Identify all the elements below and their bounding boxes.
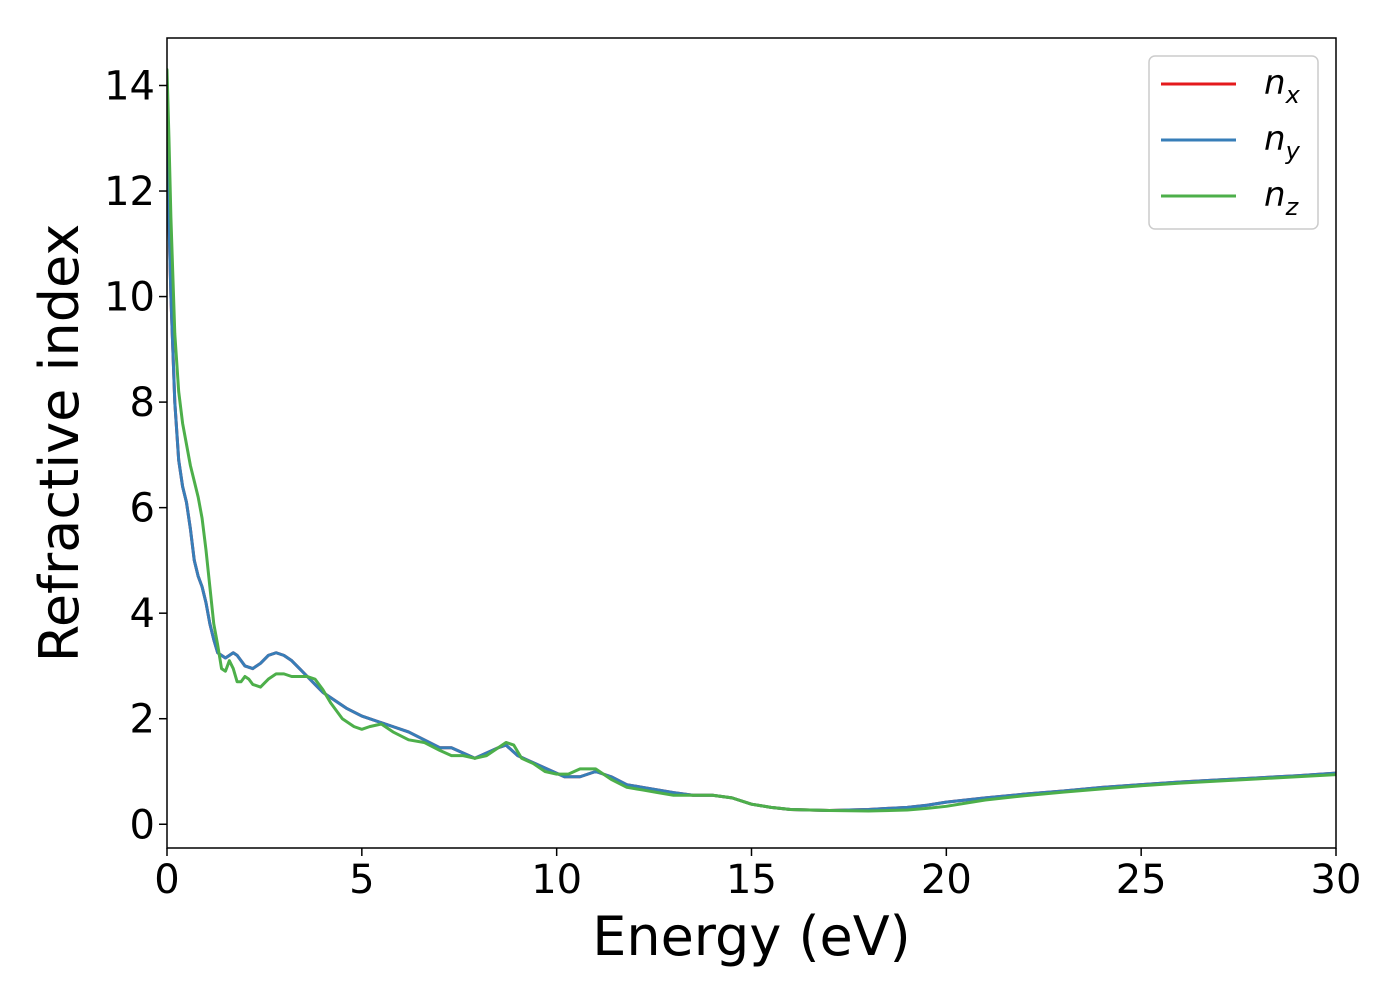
legend: nx ny nz: [1148, 55, 1319, 230]
x-tick-label: 30: [1311, 857, 1362, 903]
x-axis-label: Energy (eV): [592, 905, 911, 968]
y-tick-label: 4: [130, 591, 155, 637]
y-tick-label: 6: [130, 486, 155, 532]
x-tick-label: 5: [349, 857, 374, 903]
series-layer: [167, 68, 1336, 813]
y-tick-label: 2: [130, 697, 155, 743]
x-tick-label: 15: [726, 857, 777, 903]
series-line-x: [167, 142, 1336, 813]
ticks-layer: 0 5 10 15 20 25 30 0 2 4 6 8 10 12 14: [104, 63, 1361, 903]
x-tick-label: 0: [154, 857, 179, 903]
series-line-y: [167, 142, 1336, 813]
y-tick-label: 10: [104, 275, 155, 321]
y-tick-label: 14: [104, 63, 155, 109]
legend-box: [1148, 55, 1319, 230]
series-line-z: [167, 68, 1336, 813]
x-tick-label: 20: [921, 857, 972, 903]
legend-label-x: nx: [1264, 63, 1301, 109]
y-axis-label: Refractive index: [28, 224, 91, 663]
y-tick-label: 8: [130, 380, 155, 426]
x-tick-label: 25: [1116, 857, 1167, 903]
x-tick-label: 10: [531, 857, 582, 903]
y-tick-label: 0: [130, 802, 155, 848]
legend-label-y: ny: [1264, 119, 1301, 165]
y-tick-label: 12: [104, 169, 155, 215]
legend-label-z: nz: [1264, 175, 1300, 221]
